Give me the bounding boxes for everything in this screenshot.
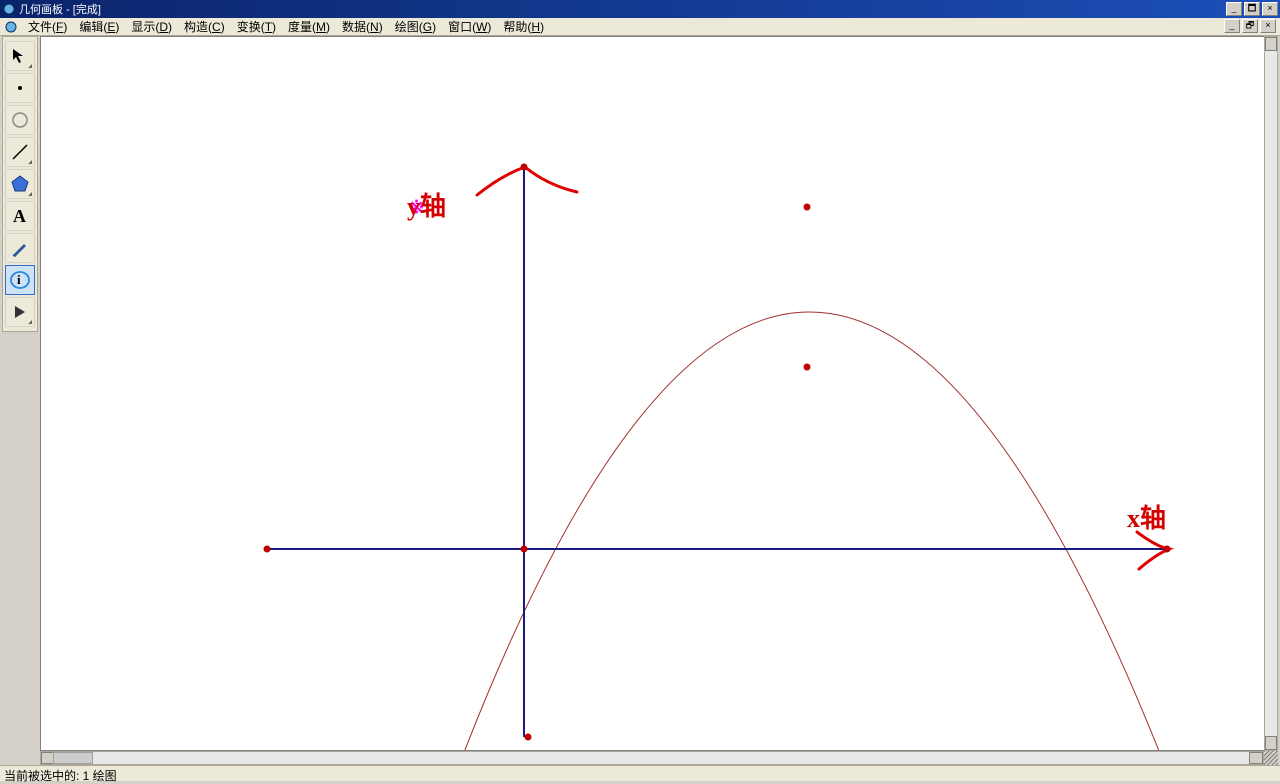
point-5[interactable] [804,204,811,211]
info-tool[interactable]: i [5,265,35,295]
x-axis-label[interactable]: x轴 [1127,504,1166,533]
toolbox: Ai [2,36,38,332]
document-icon [4,20,18,34]
point-tool[interactable] [5,73,35,103]
scroll-thumb[interactable] [53,752,93,764]
marker-tool[interactable] [5,233,35,263]
doc-minimize-button[interactable]: _ [1224,19,1240,33]
minimize-button[interactable]: _ [1226,2,1242,16]
point-0[interactable] [264,546,271,553]
canvas-area[interactable]: ※x轴y轴 [40,36,1278,751]
point-6[interactable] [804,364,811,371]
vertical-scrollbar[interactable] [1264,36,1278,751]
menu-c[interactable]: 构造(C) [178,20,231,34]
point-4[interactable] [525,734,532,741]
menubar: 文件(F)编辑(E)显示(D)构造(C)变换(T)度量(M)数据(N)绘图(G)… [0,18,1280,36]
scroll-up-button[interactable] [1265,37,1277,51]
window-controls: _ 🗖 × [1226,2,1278,16]
svg-text:A: A [13,206,26,226]
menu-d[interactable]: 显示(D) [125,20,178,34]
svg-text:i: i [17,272,21,287]
resize-grip[interactable] [1264,751,1278,765]
statusbar: 当前被选中的: 1 绘图 [0,765,1280,781]
point-3[interactable] [521,164,528,171]
custom-tool[interactable] [5,297,35,327]
menu-w[interactable]: 窗口(W) [442,20,497,34]
titlebar: 几何画板 - [完成] _ 🗖 × [0,0,1280,18]
line-tool[interactable] [5,137,35,167]
point-1[interactable] [521,546,528,553]
drawing-canvas[interactable]: ※x轴y轴 [41,37,1277,750]
workspace: Ai ※x轴y轴 [0,36,1280,765]
y-axis-arrow [477,167,577,195]
close-button[interactable]: × [1262,2,1278,16]
document-window-controls: _ 🗗 × [1224,19,1276,33]
doc-close-button[interactable]: × [1260,19,1276,33]
y-axis-label[interactable]: y轴 [407,192,446,221]
scroll-right-button[interactable] [1249,752,1263,764]
point-2[interactable] [1164,546,1171,553]
menu-m[interactable]: 度量(M) [282,20,336,34]
menu-e[interactable]: 编辑(E) [73,20,125,34]
menu-f[interactable]: 文件(F) [22,20,73,34]
polygon-tool[interactable] [5,169,35,199]
horizontal-scrollbar[interactable] [40,751,1264,765]
maximize-button[interactable]: 🗖 [1244,2,1260,16]
menu-h[interactable]: 帮助(H) [497,20,550,34]
window-title: 几何画板 - [完成] [19,1,1226,17]
text-tool[interactable]: A [5,201,35,231]
arrow-tool[interactable] [5,41,35,71]
circle-tool[interactable] [5,105,35,135]
menu-g[interactable]: 绘图(G) [389,20,442,34]
doc-restore-button[interactable]: 🗗 [1242,19,1258,33]
menu-n[interactable]: 数据(N) [336,20,389,34]
parabola-curve[interactable] [447,312,1177,750]
app-icon [2,2,16,16]
scroll-down-button[interactable] [1265,736,1277,750]
menu-t[interactable]: 变换(T) [231,20,282,34]
